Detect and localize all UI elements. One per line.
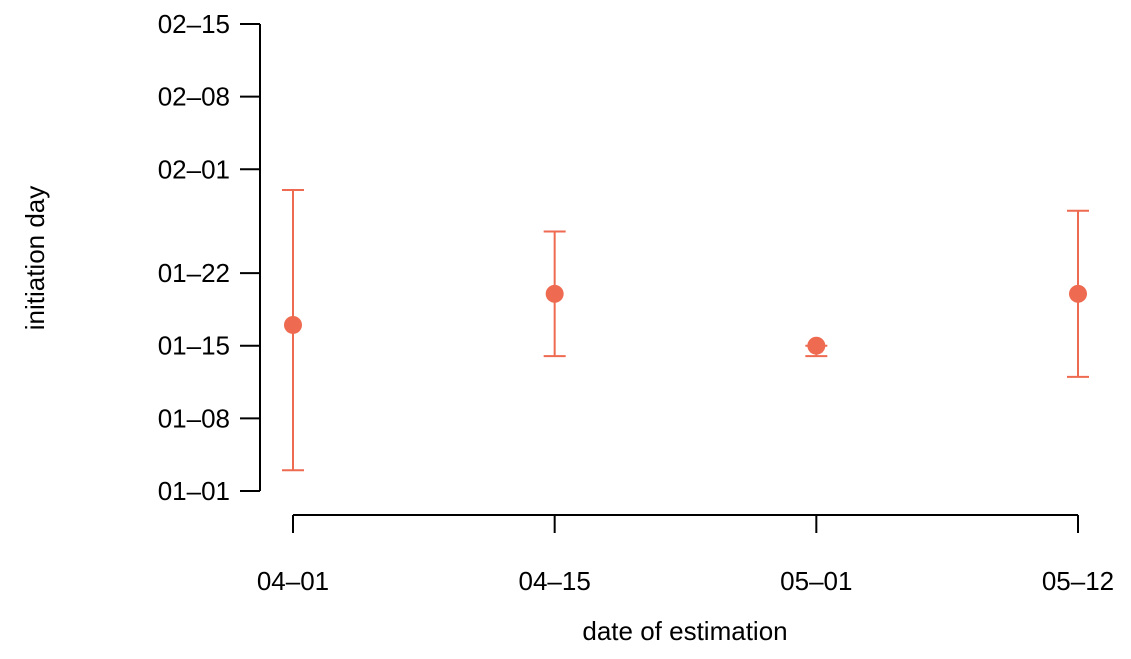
x-tick-label: 04–15 (519, 566, 591, 596)
x-axis: 04–01 04–15 05–01 05–12 (257, 514, 1114, 596)
x-tick-label: 04–01 (257, 566, 329, 596)
data-point (1069, 284, 1087, 303)
data-point (545, 284, 564, 303)
y-tick-label: 02–08 (158, 82, 230, 112)
y-tick-label: 01–08 (158, 403, 230, 433)
y-tick-label: 01–22 (158, 258, 230, 288)
data-marks (282, 189, 1089, 472)
x-axis-title: date of estimation (582, 616, 787, 646)
y-tick-label: 02–01 (158, 154, 230, 184)
data-point (807, 336, 826, 355)
y-tick-label: 01–15 (158, 331, 230, 361)
y-tick-label: 02–15 (158, 9, 230, 39)
y-axis-title: initiation day (20, 186, 50, 331)
y-tick-label: 01–01 (158, 476, 230, 506)
data-point (284, 315, 302, 334)
x-tick-label: 05–01 (780, 566, 852, 596)
x-tick-label: 05–12 (1042, 566, 1114, 596)
y-axis: 01–01 01–08 01–15 01–22 02–01 02–08 02–15 (158, 9, 261, 506)
